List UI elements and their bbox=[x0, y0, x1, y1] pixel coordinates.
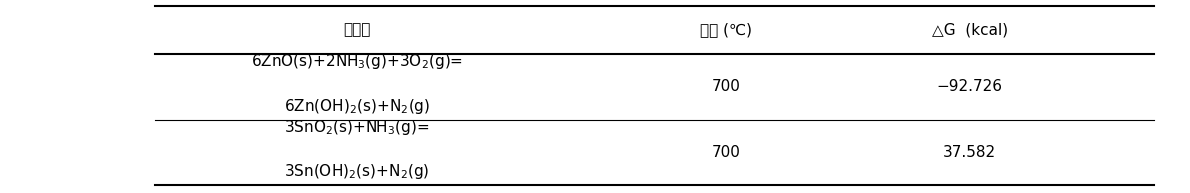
Text: 6Zn(OH)$_2$(s)+N$_2$(g): 6Zn(OH)$_2$(s)+N$_2$(g) bbox=[284, 97, 430, 116]
Text: 3Sn(OH)$_2$(s)+N$_2$(g): 3Sn(OH)$_2$(s)+N$_2$(g) bbox=[284, 162, 430, 181]
Text: −92.726: −92.726 bbox=[937, 79, 1003, 94]
Text: 온도 (℃): 온도 (℃) bbox=[700, 22, 752, 37]
Text: 3SnO$_2$(s)+NH$_3$(g)=: 3SnO$_2$(s)+NH$_3$(g)= bbox=[284, 118, 430, 137]
Text: 37.582: 37.582 bbox=[944, 145, 996, 160]
Text: 700: 700 bbox=[712, 79, 740, 94]
Text: 반응식: 반응식 bbox=[343, 22, 371, 37]
Text: △G  (kcal): △G (kcal) bbox=[932, 22, 1008, 37]
Text: 6ZnO(s)+2NH$_3$(g)+3O$_2$(g)=: 6ZnO(s)+2NH$_3$(g)+3O$_2$(g)= bbox=[251, 52, 463, 71]
Text: 700: 700 bbox=[712, 145, 740, 160]
